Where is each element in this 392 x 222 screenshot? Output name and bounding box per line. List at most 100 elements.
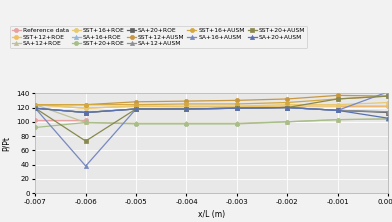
Line: SA+16+AUSM: SA+16+AUSM <box>33 90 390 168</box>
SST+20+AUSM <box>33 107 38 110</box>
SST+12+AUSM <box>285 98 290 100</box>
SA+20+AUSM <box>285 106 290 109</box>
SST+20+AUSM <box>386 95 390 97</box>
SA+16+AUSM <box>33 107 38 110</box>
SA+20+ROE <box>33 107 38 110</box>
SST+16+ROE <box>83 107 88 110</box>
Line: SST+20+ROE: SST+20+ROE <box>33 117 390 130</box>
SST+20+ROE <box>386 118 390 120</box>
SST+20+ROE <box>33 126 38 129</box>
SA+12+AUSM <box>234 107 239 110</box>
SA+16+ROE <box>335 109 340 112</box>
SA+12+AUSM <box>184 108 189 110</box>
Line: SA+12+ROE: SA+12+ROE <box>33 103 390 125</box>
Reference data <box>335 105 340 107</box>
SST+16+AUSM <box>285 101 290 104</box>
SA+12+AUSM <box>285 106 290 109</box>
SA+12+ROE <box>335 118 340 121</box>
SA+12+AUSM <box>386 111 390 113</box>
Line: SST+20+AUSM: SST+20+AUSM <box>33 94 390 143</box>
SST+12+ROE <box>386 105 390 107</box>
SST+16+AUSM <box>33 103 38 106</box>
Line: SST+16+AUSM: SST+16+AUSM <box>33 94 390 107</box>
SST+16+AUSM <box>134 103 138 106</box>
SA+12+ROE <box>285 121 290 123</box>
SA+12+ROE <box>234 122 239 125</box>
SST+20+AUSM <box>134 108 138 110</box>
SA+16+AUSM <box>285 106 290 109</box>
SST+16+ROE <box>134 105 138 107</box>
SST+12+AUSM <box>386 95 390 97</box>
SA+20+ROE <box>83 111 88 114</box>
SA+20+AUSM <box>184 108 189 110</box>
SA+16+ROE <box>386 111 390 113</box>
SA+16+ROE <box>83 111 88 114</box>
Reference data <box>386 105 390 107</box>
Reference data <box>83 118 88 121</box>
SA+16+AUSM <box>83 165 88 167</box>
SA+12+ROE <box>134 122 138 125</box>
SA+16+ROE <box>184 108 189 110</box>
SA+20+ROE <box>134 108 138 110</box>
SST+20+ROE <box>184 123 189 125</box>
SA+20+ROE <box>234 107 239 110</box>
SST+16+ROE <box>335 103 340 106</box>
SA+16+ROE <box>134 108 138 110</box>
SA+16+ROE <box>285 106 290 109</box>
SST+20+ROE <box>285 121 290 123</box>
SA+20+AUSM <box>234 107 239 110</box>
SA+16+AUSM <box>184 108 189 110</box>
SST+12+ROE <box>234 105 239 108</box>
SST+12+AUSM <box>184 100 189 102</box>
SST+20+ROE <box>234 123 239 125</box>
SA+16+ROE <box>33 107 38 110</box>
SST+12+ROE <box>335 105 340 107</box>
SST+20+AUSM <box>335 98 340 100</box>
SA+16+ROE <box>234 107 239 110</box>
SST+16+ROE <box>184 105 189 107</box>
SA+20+ROE <box>184 108 189 110</box>
SST+20+AUSM <box>83 140 88 142</box>
SST+20+AUSM <box>184 108 189 110</box>
SST+12+AUSM <box>134 101 138 103</box>
SST+12+ROE <box>83 107 88 110</box>
SST+20+ROE <box>134 123 138 125</box>
SST+12+ROE <box>33 103 38 106</box>
SA+20+ROE <box>285 106 290 109</box>
Line: SST+12+AUSM: SST+12+AUSM <box>33 93 390 107</box>
SST+12+AUSM <box>335 94 340 97</box>
SST+12+ROE <box>184 105 189 108</box>
SA+20+AUSM <box>386 117 390 119</box>
SA+20+AUSM <box>33 107 38 110</box>
SA+20+AUSM <box>83 111 88 114</box>
SST+12+ROE <box>285 105 290 107</box>
Line: Reference data: Reference data <box>33 104 390 122</box>
SST+20+ROE <box>335 118 340 121</box>
Legend: Reference data, SST+12+ROE, SA+12+ROE, SST+16+ROE, SA+16+ROE, SST+20+ROE, SA+20+: Reference data, SST+12+ROE, SA+12+ROE, S… <box>10 26 307 48</box>
SST+12+AUSM <box>33 103 38 106</box>
SA+20+AUSM <box>335 109 340 112</box>
Reference data <box>33 118 38 121</box>
SA+12+AUSM <box>83 111 88 114</box>
SST+12+AUSM <box>234 99 239 102</box>
SA+20+ROE <box>386 111 390 114</box>
SA+12+ROE <box>33 103 38 106</box>
SA+12+ROE <box>386 118 390 120</box>
SST+20+ROE <box>83 121 88 124</box>
SST+16+AUSM <box>335 98 340 100</box>
SA+12+ROE <box>184 122 189 125</box>
Line: SST+12+ROE: SST+12+ROE <box>33 103 390 110</box>
SA+12+AUSM <box>134 108 138 110</box>
SST+16+AUSM <box>184 103 189 105</box>
SST+16+ROE <box>386 101 390 104</box>
SST+16+AUSM <box>234 103 239 105</box>
SST+12+ROE <box>134 105 138 107</box>
SST+20+AUSM <box>285 106 290 109</box>
X-axis label: x/L (m): x/L (m) <box>198 210 225 219</box>
SST+16+AUSM <box>83 103 88 106</box>
SST+12+AUSM <box>83 103 88 106</box>
SST+20+AUSM <box>234 107 239 110</box>
SA+16+AUSM <box>134 108 138 110</box>
SST+16+AUSM <box>386 95 390 97</box>
SA+12+AUSM <box>335 109 340 112</box>
